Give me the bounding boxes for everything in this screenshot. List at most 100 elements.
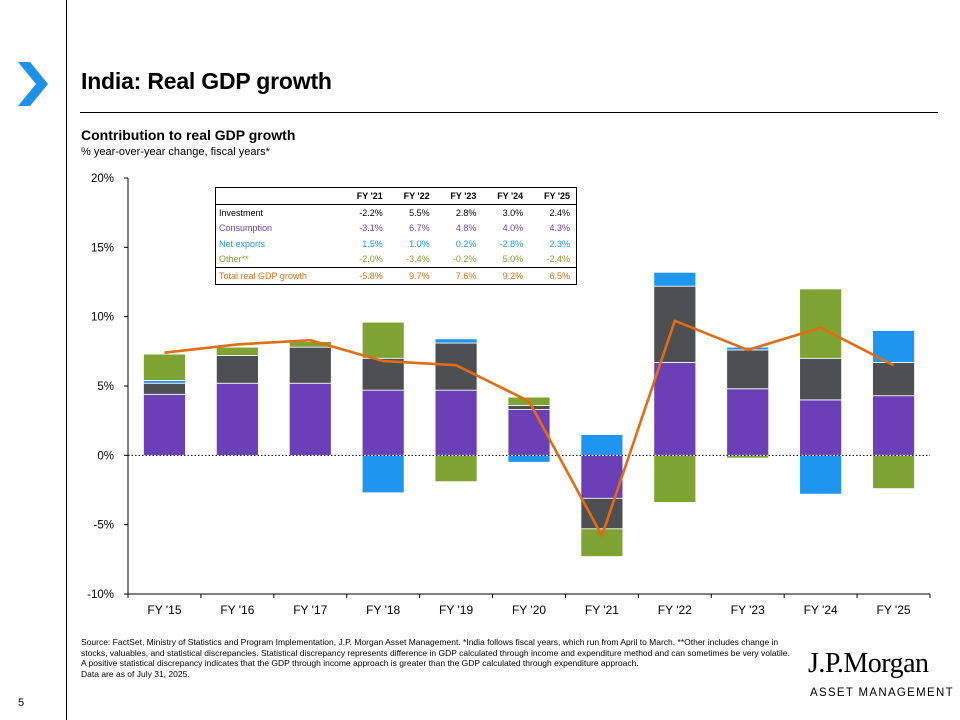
table-cell: 4.3% [549, 223, 570, 234]
bar-investment [799, 357, 843, 401]
bar-other [361, 321, 405, 359]
table-cell: 5.0% [502, 254, 524, 265]
bar-net-exports [143, 380, 186, 384]
table-cell: 1.0% [409, 238, 430, 249]
bar-net-exports [799, 454, 843, 495]
table-cell: 6.5% [549, 270, 570, 281]
x-tick-label: FY '19 [439, 603, 473, 617]
table-row: Investment -2.2% 5.5% 2.8% 3.0% 2.4% [216, 205, 576, 221]
table-cell: 7.6% [455, 270, 477, 281]
table-header-cell: FY '24 [497, 191, 524, 201]
table-cell: 3.0% [502, 207, 524, 218]
bar-investment [726, 349, 770, 390]
table-row-label: Net exports [219, 238, 266, 249]
bar-net-exports [580, 434, 624, 456]
left-divider-line [66, 0, 67, 720]
x-tick-label: FY '18 [366, 603, 400, 617]
jpmorgan-logo: J.P.Morgan [808, 648, 929, 679]
bar-other [143, 353, 186, 381]
table-cell: 0.2% [455, 238, 477, 249]
table-cell: -2.2% [359, 207, 383, 218]
bar-investment [143, 382, 186, 395]
bar-consumption [143, 393, 186, 456]
y-tick-label: 5% [97, 381, 114, 393]
y-tick-label: -10% [87, 589, 114, 601]
bar-investment [507, 405, 551, 410]
table-cell: -2.4% [546, 254, 570, 265]
bar-other [288, 341, 332, 348]
x-tick-label: FY '22 [658, 603, 692, 617]
bar-other [799, 288, 843, 359]
bar-consumption [215, 382, 259, 456]
x-tick-label: FY '20 [512, 603, 546, 617]
y-tick-label: 0% [97, 450, 114, 462]
table-cell: 5.5% [409, 207, 430, 218]
bar-investment [215, 355, 259, 384]
x-tick-label: FY '24 [804, 603, 838, 617]
chart-subtitle: % year-over-year change, fiscal years* [81, 146, 270, 158]
bar-net-exports [361, 454, 405, 494]
x-tick-label: FY '16 [220, 603, 254, 617]
table-row-label: Other** [219, 254, 249, 265]
bar-investment [872, 362, 915, 397]
table-cell: 4.8% [455, 223, 477, 234]
table-cell: -3.4% [406, 254, 430, 265]
bar-consumption [434, 389, 478, 456]
table-row: Other** -2.0% -3.4% -0.2% 5.0% -2.4% [216, 252, 576, 268]
bar-consumption [288, 382, 332, 456]
table-cell: -5.8% [359, 270, 383, 281]
table-header-cell: FY '21 [356, 191, 383, 201]
bar-net-exports [434, 338, 478, 344]
bar-investment [361, 357, 405, 391]
x-tick-label: FY '15 [147, 603, 181, 617]
table-cell: -2.0% [359, 254, 383, 265]
contribution-data-table: FY '21 FY '22 FY '23 FY '24 FY '25 Inves… [215, 187, 577, 285]
table-cell: -2.8% [499, 238, 524, 249]
data-date: Data are as of July 31, 2025. [81, 668, 190, 679]
table-cell: 9.7% [409, 270, 430, 281]
asset-management-logo: ASSET MANAGEMENT [810, 687, 954, 699]
page-title: India: Real GDP growth [81, 68, 332, 94]
table-row: Net exports 1.5% 1.0% 0.2% -2.8% 2.3% [216, 236, 576, 252]
table-cell: 6.7% [409, 223, 430, 234]
x-tick-label: FY '17 [293, 603, 327, 617]
bar-consumption [507, 409, 551, 456]
table-cell: 2.3% [549, 238, 570, 249]
bar-consumption [726, 388, 770, 456]
x-tick-label: FY '25 [876, 603, 910, 617]
table-cell: -3.1% [359, 223, 383, 234]
y-tick-label: -5% [94, 520, 114, 532]
chevron-right-icon [18, 62, 48, 106]
table-row: Consumption -3.1% 6.7% 4.8% 4.0% 4.3% [216, 221, 576, 237]
table-cell: -0.2% [452, 254, 477, 265]
table-cell: 1.5% [362, 238, 383, 249]
table-header-cell: FY '23 [450, 191, 477, 201]
y-tick-label: 20% [91, 173, 114, 185]
source-text: Source: FactSet, Ministry of Statistics … [81, 637, 790, 668]
bar-other [434, 454, 478, 483]
table-header-cell: FY '25 [544, 191, 570, 201]
table-cell: 2.8% [455, 207, 477, 218]
bar-investment [288, 346, 332, 384]
x-tick-label: FY '23 [731, 603, 765, 617]
bar-investment [580, 497, 624, 530]
title-rule [80, 112, 938, 113]
page-number: 5 [18, 697, 25, 709]
bar-consumption [799, 399, 843, 456]
table-cell: 2.4% [549, 207, 570, 218]
table-cell: 4.0% [502, 223, 524, 234]
table-cell: 9.2% [502, 270, 524, 281]
table-row: Total real GDP growth -5.8% 9.7% 7.6% 9.2% 6.… [216, 267, 576, 284]
table-row-label: Consumption [219, 223, 273, 234]
bar-other [215, 346, 259, 356]
x-tick-label: FY '21 [585, 603, 619, 617]
table-header-cell [216, 188, 342, 205]
bar-net-exports [653, 271, 697, 287]
bar-other [653, 454, 697, 503]
bar-consumption [872, 395, 915, 456]
total-gdp-line [164, 319, 895, 538]
table-row-label: Investment [219, 207, 264, 218]
source-footnote: Source: FactSet, Ministry of Statistics … [81, 637, 796, 679]
table-header-row: FY '21 FY '22 FY '23 FY '24 FY '25 [216, 188, 576, 205]
